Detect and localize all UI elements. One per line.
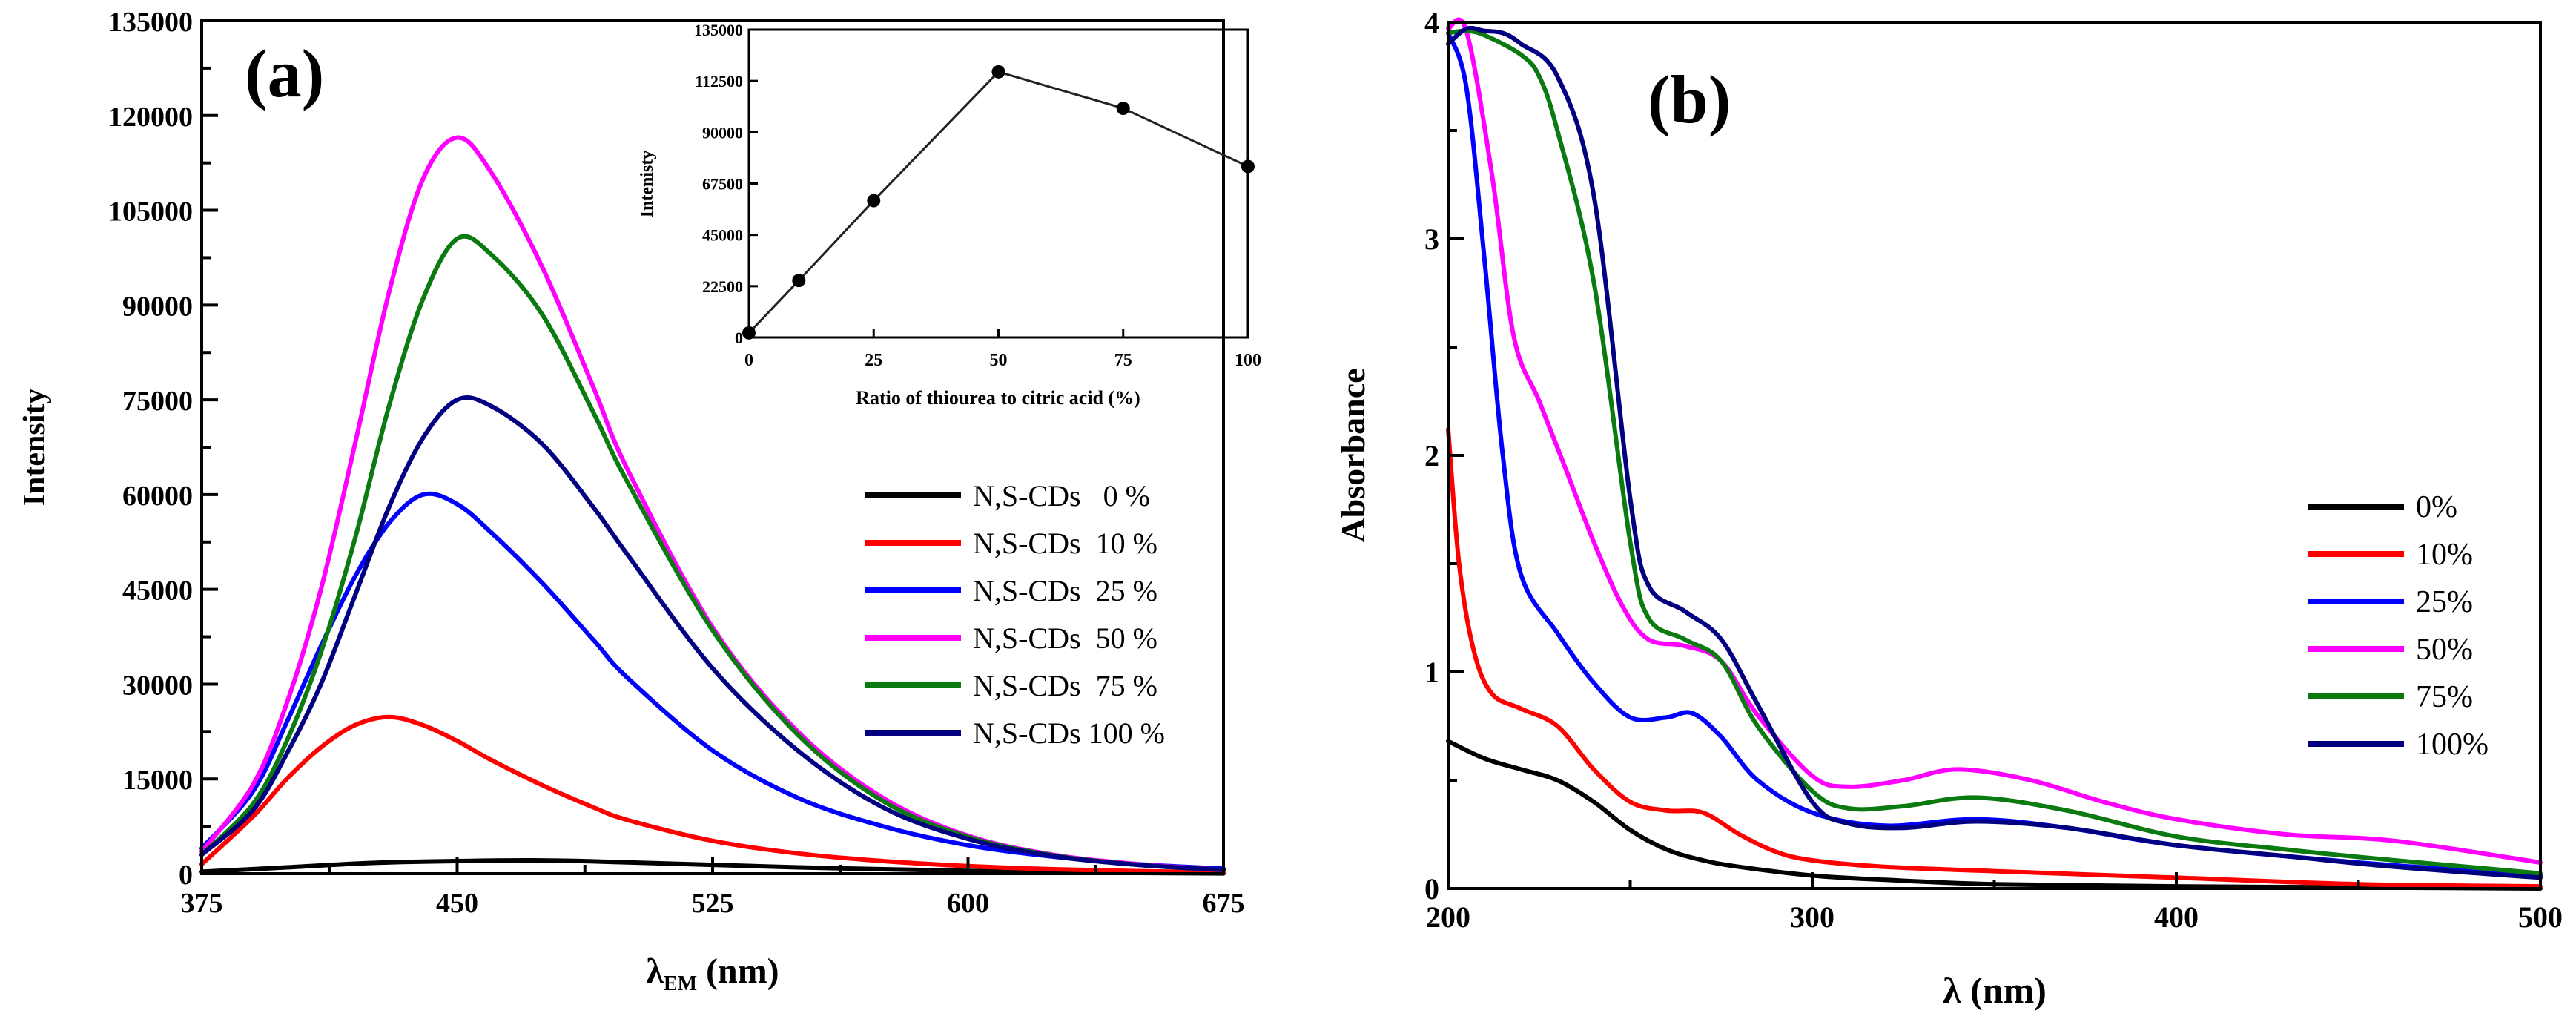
legend-label: N,S-CDs 10 % (973, 527, 1157, 560)
y-tick-label: 15000 (122, 765, 193, 796)
panel-b-label: (b) (1648, 62, 1731, 137)
series-line-100- (1446, 25, 2543, 880)
panel-a-legend: N,S-CDs 0 % N,S-CDs 10 % N,S-CDs 25 % N,S-C… (865, 479, 1165, 750)
inset-point (1116, 102, 1130, 116)
series-line-n-s-cds-10- (199, 714, 1226, 875)
panel-a-curves (199, 135, 1226, 876)
inset-y-tick-label: 45000 (702, 226, 743, 245)
legend-label: N,S-CDs 75 % (973, 669, 1157, 702)
inset-x-tick-label: 50 (990, 351, 1008, 370)
x-tick-label: 300 (1790, 900, 1834, 934)
y-tick-label: 135000 (108, 7, 193, 38)
inset-y-tick-label: 135000 (694, 21, 743, 39)
legend-label: N,S-CDs 50 % (973, 622, 1157, 655)
legend-label: 100% (2416, 728, 2489, 762)
legend-label: 50% (2416, 633, 2473, 667)
panel-b-curves (1446, 17, 2543, 891)
inset-point (867, 194, 881, 208)
y-tick-label: 30000 (122, 670, 193, 701)
panel-a: (a) 375 450 525 600 675 0 15000 30000 45000 60000… (18, 7, 1261, 995)
y-tick-label: 60000 (122, 481, 193, 512)
legend-label: N,S-CDs 0 % (973, 479, 1150, 512)
y-tick-label: 45000 (122, 576, 193, 607)
panel-a-ylabel: Intensity (18, 389, 52, 507)
legend-label: 10% (2416, 538, 2473, 572)
y-tick-label: 90000 (122, 291, 193, 322)
inset-point (742, 326, 756, 340)
x-tick-label: 500 (2518, 900, 2563, 934)
x-tick-label: 200 (1426, 900, 1470, 934)
legend-label: 75% (2416, 680, 2473, 714)
x-tick-label: 450 (436, 888, 478, 919)
inset-chart: 0 25 50 75 100 0 22500 45000 67500 90000 112500 135… (638, 21, 1261, 409)
legend-label: N,S-CDs 100 % (973, 716, 1165, 750)
panel-a-xlabel: λEM (nm) (646, 952, 779, 995)
panel-b-ylabel: Absorbance (1334, 368, 1372, 542)
y-tick-label: 120000 (108, 102, 193, 133)
x-tick-label: 675 (1203, 888, 1245, 919)
series-line-n-s-cds-100- (199, 395, 1226, 872)
inset-y-tick-label: 67500 (702, 175, 743, 194)
inset-x-tick-label: 25 (865, 351, 882, 370)
y-tick-label: 105000 (108, 197, 193, 228)
panel-a-xlabel-sub: EM (664, 972, 697, 995)
inset-y-tick-label: 22500 (702, 277, 743, 296)
legend-label: N,S-CDs 25 % (973, 574, 1157, 607)
panel-a-xlabel-unit: (nm) (697, 952, 779, 991)
panel-b-legend: 0% 10% 25% 50% 75% 100% (2308, 490, 2489, 762)
series-line-25- (1446, 30, 2543, 878)
inset-point (1241, 159, 1255, 174)
panel-b-frame (1447, 21, 2542, 890)
panel-a-label: (a) (245, 36, 324, 111)
inset-x-tick-label: 0 (744, 351, 753, 370)
y-tick-label: 3 (1424, 222, 1439, 256)
inset-y-tick-label: 0 (735, 329, 743, 347)
y-tick-label: 75000 (122, 386, 193, 417)
legend-label: 25% (2416, 585, 2473, 619)
inset-ticks: 0 25 50 75 100 0 22500 45000 67500 90000 112500 135… (694, 21, 1261, 370)
x-tick-label: 600 (947, 888, 989, 919)
series-line-50- (1446, 17, 2543, 865)
x-tick-label: 525 (692, 888, 734, 919)
inset-y-tick-label: 90000 (702, 123, 743, 142)
x-tick-label: 375 (181, 888, 223, 919)
inset-ylabel: Intenisty (638, 151, 657, 218)
inset-x-tick-label: 100 (1235, 351, 1261, 370)
y-tick-label: 2 (1424, 439, 1439, 472)
panel-b-ticks: 200 300 400 500 0 1 2 3 4 (1424, 6, 2563, 934)
inset-point (792, 274, 806, 288)
y-tick-label: 1 (1424, 656, 1439, 689)
legend-label: 0% (2416, 490, 2457, 524)
inset-y-tick-label: 112500 (695, 72, 743, 90)
panel-b-xlabel: λ (nm) (1943, 969, 2047, 1011)
y-tick-label: 0 (1424, 872, 1439, 906)
series-line-n-s-cds-25- (199, 491, 1226, 871)
inset-xlabel: Ratio of thiourea to citric acid (%) (856, 387, 1140, 409)
series-line-0- (1446, 739, 2543, 891)
panel-a-xlabel-symbol: λ (646, 952, 664, 991)
inset-x-tick-label: 75 (1114, 351, 1132, 370)
panel-a-ticks: 375 450 525 600 6750150003000045000600007500… (108, 7, 1245, 919)
inset-point (991, 65, 1005, 79)
x-tick-label: 400 (2154, 900, 2199, 934)
inset-line (747, 70, 1249, 334)
inset-plot (742, 65, 1255, 340)
series-line-75- (1446, 28, 2543, 876)
y-tick-label: 4 (1424, 6, 1439, 39)
y-tick-label: 0 (179, 860, 193, 891)
